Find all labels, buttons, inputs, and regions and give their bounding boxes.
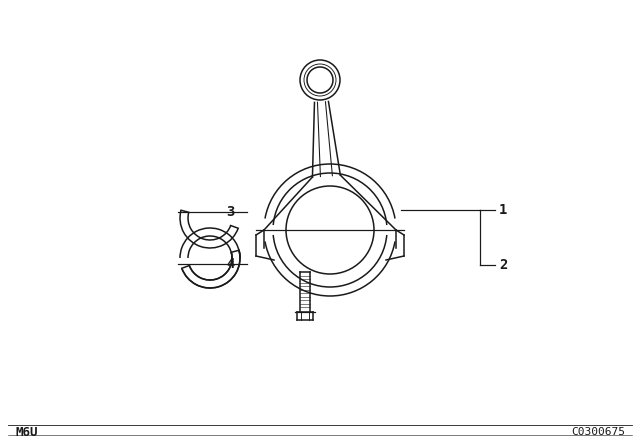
Text: 3: 3: [227, 205, 235, 219]
Text: C0300675: C0300675: [571, 427, 625, 437]
Text: M6U: M6U: [15, 426, 38, 439]
Text: 2: 2: [499, 258, 508, 272]
Text: 4: 4: [227, 257, 235, 271]
Text: 1: 1: [499, 203, 508, 217]
